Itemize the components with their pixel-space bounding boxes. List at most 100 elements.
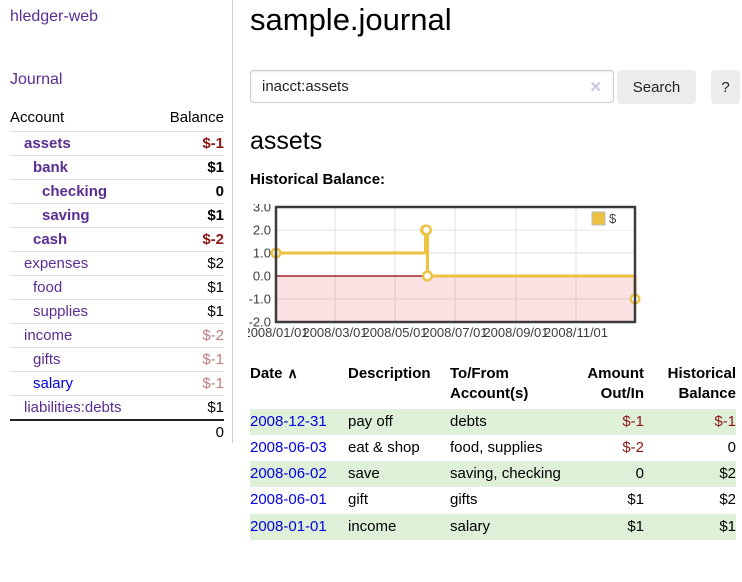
register-header-date[interactable]: Date ∧ — [250, 365, 298, 382]
svg-text:1.0: 1.0 — [253, 246, 271, 261]
account-row: bank $1 — [10, 155, 224, 180]
transaction-description: gift — [348, 491, 369, 509]
account-balance: $1 — [154, 275, 224, 300]
transaction-accounts: salary — [450, 517, 491, 535]
account-row: expenses $2 — [10, 251, 224, 276]
account-link[interactable]: supplies — [33, 303, 89, 320]
svg-text:0.0: 0.0 — [253, 269, 271, 284]
accounts-total-row: 0 — [10, 419, 224, 444]
account-link[interactable]: liabilities:debts — [24, 399, 122, 416]
account-balance: $-1 — [154, 131, 224, 156]
account-balance: $-1 — [154, 347, 224, 372]
account-balance: $-1 — [154, 371, 224, 396]
transaction-amount: 0 — [635, 465, 644, 482]
accounts-header-balance: Balance — [169, 109, 224, 126]
account-row: gifts $-1 — [10, 347, 224, 372]
account-row: assets $-1 — [10, 131, 224, 156]
svg-text:3.0: 3.0 — [253, 204, 271, 215]
account-balance: $2 — [154, 251, 224, 276]
account-row: salary $-1 — [10, 371, 224, 396]
transaction-description: income — [348, 517, 397, 535]
transaction-amount: $1 — [627, 491, 644, 509]
transaction-balance: 0 — [727, 438, 736, 456]
svg-text:-1.0: -1.0 — [249, 292, 271, 307]
search-input-wrap: ✕ — [250, 70, 614, 103]
account-page-title: assets — [250, 127, 323, 155]
account-link[interactable]: food — [33, 279, 63, 296]
svg-text:2008/07/01: 2008/07/01 — [422, 325, 487, 340]
account-link[interactable]: checking — [42, 183, 108, 200]
accounts-header-account: Account — [10, 109, 65, 126]
account-link[interactable]: saving — [42, 207, 90, 224]
chart-label: Historical Balance: — [250, 171, 386, 188]
transaction-accounts: gifts — [450, 491, 478, 509]
account-link[interactable]: assets — [24, 135, 71, 152]
account-balance: $1 — [154, 155, 224, 180]
transaction-description: pay off — [348, 412, 393, 430]
transaction-date-link[interactable]: 2008-06-01 — [250, 491, 327, 509]
account-row: supplies $1 — [10, 299, 224, 324]
register-row: 2008-06-03 eat & shop food, supplies $-2 0 — [250, 435, 736, 461]
app-brand-link[interactable]: hledger-web — [10, 8, 99, 25]
register-header-accounts: To/From Account(s) — [450, 365, 529, 403]
account-balance: $1 — [154, 203, 224, 228]
accounts-table: Account Balance assets $-1 bank $1 checking 0… — [10, 106, 224, 444]
transaction-accounts: food, supplies — [450, 438, 543, 456]
search-input[interactable] — [250, 70, 614, 103]
help-button[interactable]: ? — [711, 70, 740, 104]
register-row: 2008-06-02 save saving, checking 0 $2 — [250, 461, 736, 488]
chart-canvas: $3.0 2.0 1.0 0.0 -1.0 -2.02008/01/012008/03/0… — [243, 200, 641, 340]
svg-text:-2.0: -2.0 — [249, 315, 271, 330]
svg-text:2.0: 2.0 — [253, 223, 271, 238]
accounts-total-spacer — [10, 419, 154, 444]
account-balance: $-2 — [154, 227, 224, 252]
transaction-accounts: debts — [450, 412, 487, 430]
svg-text:2008/01/01: 2008/01/01 — [248, 325, 309, 340]
transaction-balance: $2 — [719, 491, 736, 509]
transaction-amount: $-1 — [622, 412, 644, 430]
register-header-amount: Amount Out/In — [587, 365, 644, 403]
transaction-balance: $-1 — [714, 412, 736, 430]
account-row: liabilities:debts $1 — [10, 395, 224, 420]
register-header-row: Date ∧ Description To/From Account(s) Amo… — [250, 362, 736, 409]
account-link[interactable]: salary — [33, 375, 74, 392]
account-link[interactable]: cash — [33, 231, 68, 248]
historical-balance-chart: $3.0 2.0 1.0 0.0 -1.0 -2.0 2008/01/01 2008/03/0… — [243, 200, 652, 346]
search-form: ✕ Search ? — [250, 70, 742, 104]
account-balance: $1 — [154, 299, 224, 324]
register-table: Date ∧ Description To/From Account(s) Amo… — [250, 362, 736, 540]
transaction-balance: $2 — [719, 465, 736, 482]
transaction-date-link[interactable]: 2008-06-02 — [250, 465, 327, 482]
account-balance: 0 — [154, 179, 224, 204]
register-header-description: Description — [348, 365, 431, 382]
account-row: food $1 — [10, 275, 224, 300]
register-row: 2008-01-01 income salary $1 $1 — [250, 513, 736, 540]
clear-search-icon[interactable]: ✕ — [589, 79, 602, 96]
account-link[interactable]: expenses — [24, 255, 89, 272]
transaction-amount: $1 — [627, 517, 644, 535]
account-link[interactable]: bank — [33, 159, 69, 176]
account-link[interactable]: gifts — [33, 351, 61, 368]
svg-text:2008/11/01: 2008/11/01 — [544, 325, 608, 340]
account-balance: $-2 — [154, 323, 224, 348]
transaction-date-link[interactable]: 2008-06-03 — [250, 438, 327, 456]
transaction-date-link[interactable]: 2008-01-01 — [250, 517, 327, 535]
page-title: sample.journal — [250, 2, 452, 37]
transaction-description: save — [348, 465, 380, 482]
search-button[interactable]: Search — [617, 70, 696, 104]
accounts-total-value: 0 — [154, 419, 224, 444]
register-row: 2008-12-31 pay off debts $-1 $-1 — [250, 408, 736, 435]
account-link[interactable]: income — [24, 327, 73, 344]
sidebar-item-journal[interactable]: Journal — [10, 71, 63, 88]
register-header-balance: Historical Balance — [667, 365, 736, 403]
svg-text:$: $ — [609, 211, 617, 226]
transaction-amount: $-2 — [622, 438, 644, 456]
sidebar: hledger-web Journal Account Balance asse… — [0, 0, 233, 444]
account-row: saving $1 — [10, 203, 224, 228]
svg-text:2008/03/01: 2008/03/01 — [302, 325, 367, 340]
svg-text:2008/09/01: 2008/09/01 — [483, 325, 548, 340]
register-row: 2008-06-01 gift gifts $1 $2 — [250, 487, 736, 513]
transaction-date-link[interactable]: 2008-12-31 — [250, 412, 327, 430]
sort-ascending-icon: ∧ — [287, 365, 298, 381]
transaction-accounts: saving, checking — [450, 465, 561, 482]
